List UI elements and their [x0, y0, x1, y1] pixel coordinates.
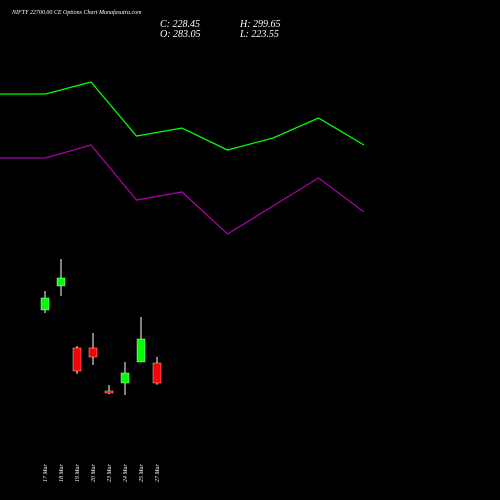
x-tick-label: 17 Mar — [43, 464, 49, 482]
x-tick-label: 20 Mar — [91, 464, 97, 482]
candle-body — [72, 347, 82, 372]
candle-body — [40, 297, 50, 311]
indicator-line — [0, 144, 365, 235]
candle-body — [56, 277, 66, 287]
candle-body — [152, 362, 162, 384]
chart-title: NIFTY 22700.00 CE Options Chart Munafasu… — [11, 9, 142, 16]
x-tick-label: 18 Mar — [59, 464, 65, 482]
candle-body — [88, 347, 98, 358]
x-tick-label: 19 Mar — [75, 464, 81, 482]
candle-body — [136, 338, 146, 363]
ohlc-open: O: 283.05 — [160, 29, 201, 40]
candle-body — [120, 372, 130, 384]
x-tick-label: 27 Mar — [155, 464, 161, 482]
ohlc-close: C: 228.45 — [160, 19, 200, 30]
x-tick-label: 24 Mar — [122, 464, 129, 482]
ohlc-high: H: 299.65 — [239, 19, 281, 30]
candle-body — [104, 390, 114, 394]
x-tick-label: 23 Mar — [107, 464, 113, 482]
ohlc-low: L: 223.55 — [239, 29, 279, 40]
indicator-line — [0, 81, 365, 151]
x-tick-label: 25 Mar — [139, 464, 145, 482]
